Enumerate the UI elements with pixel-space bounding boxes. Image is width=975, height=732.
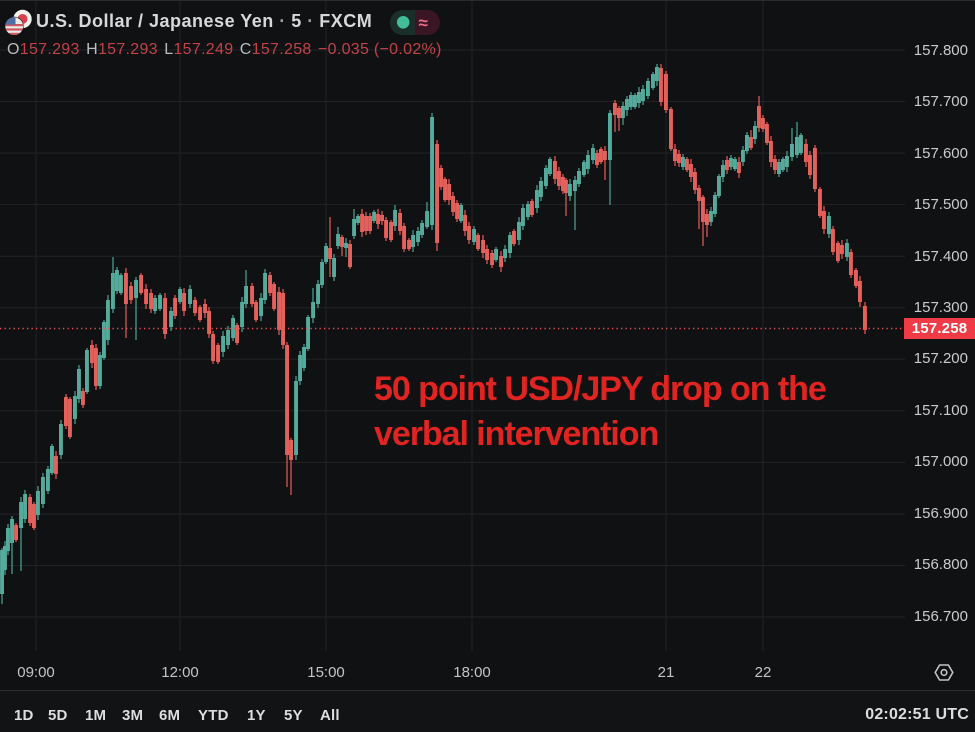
svg-text:≈: ≈ bbox=[419, 14, 428, 33]
